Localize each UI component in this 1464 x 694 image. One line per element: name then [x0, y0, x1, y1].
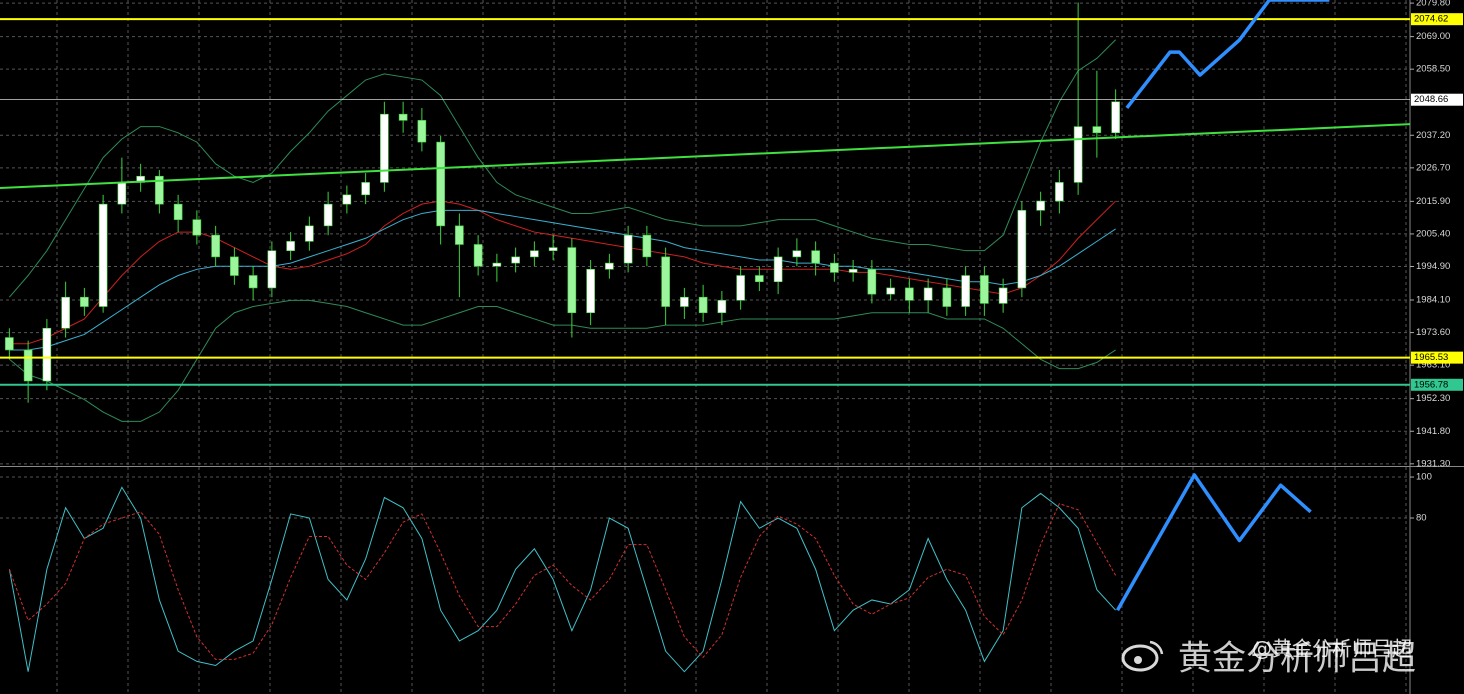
candle-body: [1036, 200, 1045, 211]
candle-body: [886, 287, 895, 295]
candle-body: [267, 250, 277, 289]
candle-body: [942, 287, 952, 307]
candle-body: [417, 120, 427, 143]
y-tick-label: 2026.70: [1416, 162, 1450, 173]
candle-body: [792, 250, 802, 258]
candle-body: [755, 275, 764, 283]
candle-body: [811, 250, 820, 264]
forecast-line: [1125, 0, 1330, 110]
candle-body: [230, 256, 239, 276]
candle-body: [455, 225, 464, 245]
y-tick-label: 2037.20: [1416, 130, 1450, 141]
candle-body: [717, 300, 727, 314]
candle-body: [923, 287, 933, 301]
candle-body: [361, 182, 370, 196]
indicator-line: [8, 39, 1116, 298]
candle-body: [305, 225, 314, 242]
price-label-bg: [1411, 93, 1463, 106]
y-tick-label: 2005.40: [1416, 228, 1450, 239]
y-tick-label: 1963.10: [1416, 360, 1450, 371]
candle-body: [323, 203, 333, 227]
y-tick-label: 80: [1416, 513, 1427, 524]
price-label: 1956.78: [1414, 379, 1448, 390]
candle-body: [380, 113, 389, 183]
price-label-bg: [1411, 13, 1463, 26]
candle-body: [436, 141, 445, 227]
forecast-line: [1115, 473, 1312, 612]
y-tick-label: 1931.30: [1416, 458, 1450, 469]
watermark-handle: @黄金分析师吕超: [1252, 637, 1412, 661]
candle-body: [1017, 210, 1027, 289]
candle-body: [492, 262, 502, 267]
candle-body: [473, 244, 483, 267]
indicator-line: [8, 503, 1117, 660]
candle-body: [961, 275, 970, 307]
candle-body: [98, 203, 108, 307]
y-tick-label: 2069.00: [1416, 31, 1450, 42]
candle-body: [736, 275, 745, 301]
trendline: [0, 123, 1411, 190]
candle-body: [211, 234, 220, 258]
candle-body: [998, 287, 1008, 304]
y-tick-label: 1994.90: [1416, 261, 1450, 272]
indicator-line: [9, 299, 1116, 422]
candle-body: [286, 241, 295, 251]
candle-body: [830, 262, 839, 273]
y-tick-label: 1973.60: [1416, 327, 1450, 338]
candle-body: [605, 262, 614, 270]
candle-body: [530, 250, 539, 258]
candle-body: [680, 296, 689, 307]
price-label: 2048.66: [1414, 94, 1448, 105]
watermark-title: 黄金分析师吕超: [1178, 639, 1416, 679]
candle-body: [398, 113, 408, 121]
y-tick-label: 2058.50: [1416, 64, 1450, 75]
price-label-bg: [1411, 378, 1463, 391]
candle-body: [1055, 182, 1064, 202]
y-tick-label: 2079.80: [1416, 0, 1450, 9]
candle-body: [42, 327, 52, 382]
candle-body: [661, 256, 670, 307]
candle-body: [848, 268, 858, 273]
candle-body: [905, 287, 914, 301]
candle-body: [642, 234, 652, 258]
candle-body: [586, 268, 595, 314]
indicator-line: [9, 209, 1116, 351]
candle-body: [623, 234, 633, 264]
indicator-line: [8, 486, 1116, 673]
candle-body: [342, 194, 352, 205]
candle-body: [155, 175, 164, 205]
candle-body: [511, 256, 520, 264]
candle-body: [61, 296, 70, 329]
candle-body: [192, 219, 202, 236]
y-tick-label: 100: [1416, 472, 1432, 483]
y-tick-label: 1952.30: [1416, 393, 1450, 404]
y-tick-label: 1984.10: [1416, 295, 1450, 306]
candle-body: [773, 256, 783, 283]
candle-body: [248, 275, 258, 289]
price-label: 2074.62: [1414, 14, 1448, 25]
candle-body: [1092, 126, 1102, 134]
y-tick-label: 1941.80: [1416, 426, 1450, 437]
candle-body: [173, 203, 183, 220]
candle-body: [5, 337, 14, 351]
candle-body: [80, 296, 89, 307]
candle-body: [548, 247, 558, 251]
candle-body: [23, 349, 33, 382]
y-tick-label: 2015.90: [1416, 196, 1450, 207]
weibo-logo: [1121, 640, 1164, 672]
candle-body: [698, 296, 708, 314]
candle-body: [1111, 101, 1120, 134]
candle-body: [980, 275, 989, 304]
price-label: 1965.53: [1414, 352, 1448, 363]
candle-body: [567, 247, 577, 314]
price-label-bg: [1411, 351, 1463, 364]
candle-body: [1073, 126, 1083, 183]
candle-body: [867, 268, 877, 295]
